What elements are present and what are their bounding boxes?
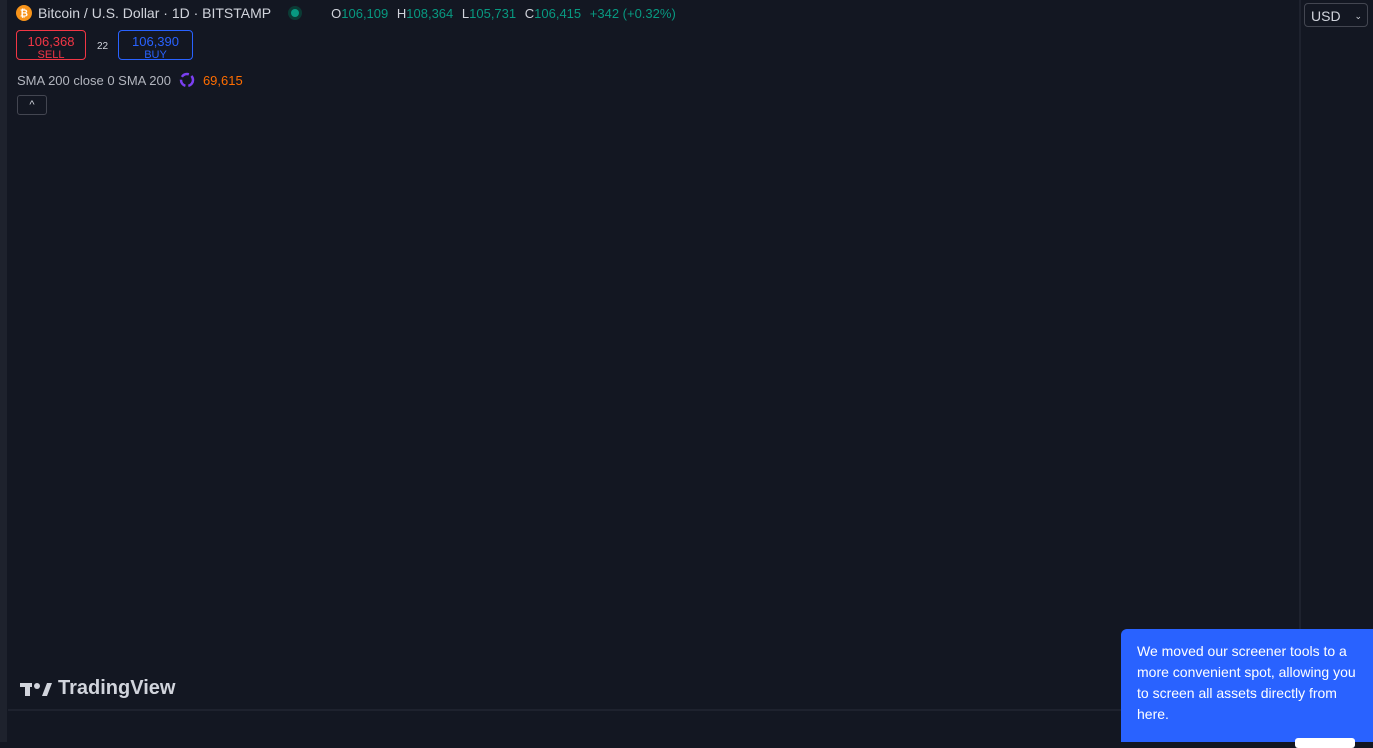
sell-label: SELL bbox=[37, 49, 65, 61]
change: +342 (+0.32%) bbox=[589, 5, 676, 21]
btc-icon: ₿ bbox=[16, 5, 32, 21]
brand: TradingView bbox=[20, 677, 175, 700]
indicator-value: 69,615 bbox=[202, 72, 243, 88]
currency: USD bbox=[1311, 8, 1341, 24]
legend-header: ₿ Bitcoin / U.S. Dollar · 1D · BITSTAMP … bbox=[16, 5, 681, 21]
left-bar bbox=[0, 0, 7, 742]
buy-button[interactable]: 106,390 BUY bbox=[118, 30, 193, 61]
symbol: Bitcoin / U.S. Dollar · 1D · BITSTAMP bbox=[38, 5, 272, 21]
ohlc-key: C bbox=[524, 5, 535, 21]
brand-name: TradingView bbox=[58, 677, 176, 699]
buy-label: BUY bbox=[144, 49, 167, 61]
ohlc-key: O bbox=[331, 5, 342, 21]
notice: We moved our screener tools to a more co… bbox=[1121, 629, 1373, 748]
spread: 22 bbox=[97, 41, 109, 52]
currency-select[interactable]: USD ⌄ bbox=[1304, 3, 1368, 27]
svg-text:₿: ₿ bbox=[20, 8, 28, 20]
ohlc: O106,109 H108,364 L105,731 C106,415 +342… bbox=[331, 6, 681, 21]
notice-button[interactable] bbox=[1295, 738, 1355, 748]
ohlc-value: 106,415 bbox=[534, 5, 582, 21]
brand-logo bbox=[20, 682, 52, 696]
notice-text: We moved our screener tools to a more co… bbox=[1137, 643, 1356, 722]
ohlc-key: L bbox=[461, 5, 470, 21]
indicator-name: SMA 200 close 0 SMA 200 bbox=[17, 72, 171, 88]
indicator-icon bbox=[179, 72, 195, 88]
sell-button[interactable]: 106,368 SELL bbox=[16, 30, 86, 61]
collapse-button[interactable]: ^ bbox=[17, 95, 47, 115]
ohlc-value: 108,364 bbox=[406, 5, 454, 21]
ohlc-value: 105,731 bbox=[469, 5, 517, 21]
buy-price: 106,390 bbox=[132, 34, 179, 49]
ohlc-key: H bbox=[396, 5, 407, 21]
status-dot bbox=[288, 6, 303, 20]
sell-price: 106,368 bbox=[27, 34, 75, 49]
ohlc-value: 106,109 bbox=[341, 5, 389, 21]
indicator-legend: SMA 200 close 0 SMA 200 69,615 bbox=[17, 72, 243, 88]
